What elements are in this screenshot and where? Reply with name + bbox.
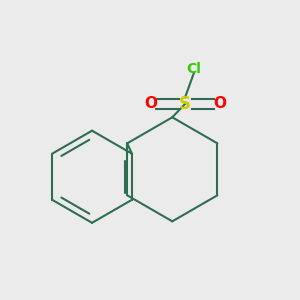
Text: Cl: Cl — [187, 62, 201, 76]
Text: S: S — [179, 95, 191, 113]
Text: O: O — [213, 96, 226, 111]
Text: O: O — [144, 96, 158, 111]
